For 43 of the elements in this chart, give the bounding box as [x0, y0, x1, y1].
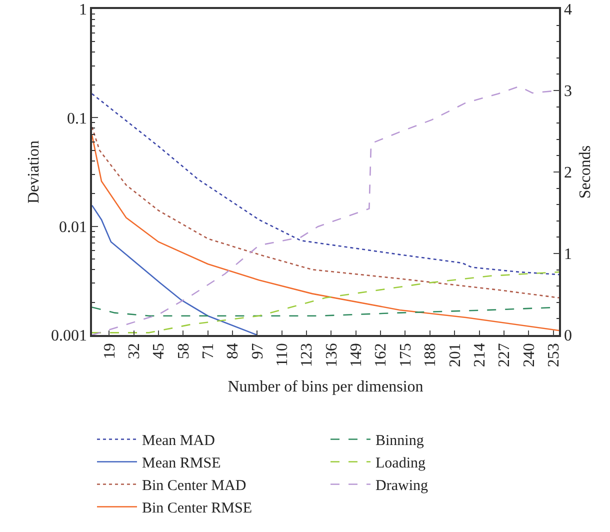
y2-tick-label: 1 [564, 246, 572, 264]
x-tick-label: 32 [126, 343, 143, 360]
y2-axis-title: Seconds [577, 145, 594, 199]
x-tick-label: 175 [397, 343, 414, 368]
line-series [92, 134, 559, 332]
x-tick-label: 201 [446, 343, 464, 368]
y-axis-title: Deviation [25, 140, 42, 204]
y-tick-label: 0.1 [67, 110, 88, 128]
legend-label: Mean MAD [142, 433, 216, 450]
line-series [92, 204, 258, 335]
legend-label: Mean RMSE [142, 456, 221, 472]
x-tick-label: 149 [348, 343, 366, 368]
x-tick-label: 162 [372, 343, 390, 368]
y2-tick-label: 2 [564, 164, 572, 182]
x-tick-label: 45 [150, 343, 168, 360]
legend-label: Binning [376, 433, 424, 450]
legend-label: Drawing [376, 478, 428, 494]
x-tick-label: 227 [496, 343, 514, 368]
y2-tick-label: 0 [564, 328, 572, 345]
line-series [92, 93, 559, 276]
x-tick-label: 58 [175, 343, 192, 360]
y2-tick-label: 3 [564, 83, 572, 100]
y-tick-label: 0.001 [51, 328, 88, 345]
legend-label: Bin Center RMSE [142, 500, 252, 517]
y-tick-label: 0.01 [59, 218, 88, 236]
x-tick-label: 71 [200, 343, 217, 360]
x-tick-label: 240 [520, 343, 538, 368]
x-tick-label: 84 [224, 343, 242, 360]
x-tick-label: 214 [471, 343, 488, 368]
x-axis-title: Number of bins per dimension [228, 378, 424, 396]
x-tick-label: 136 [323, 343, 340, 368]
x-tick-label: 123 [298, 343, 316, 368]
legend-label: Loading [376, 456, 426, 472]
legend-label: Bin Center MAD [142, 478, 246, 494]
y2-tick-label: 4 [564, 2, 572, 19]
x-tick-label: 253 [546, 343, 562, 368]
x-tick-label: 97 [249, 343, 266, 360]
y-tick-label: 1 [79, 2, 88, 19]
line-series [92, 271, 559, 334]
x-tick-label: 110 [274, 343, 292, 367]
line-series [92, 126, 559, 298]
x-tick-label: 19 [101, 343, 118, 360]
x-tick-label: 188 [422, 343, 440, 368]
